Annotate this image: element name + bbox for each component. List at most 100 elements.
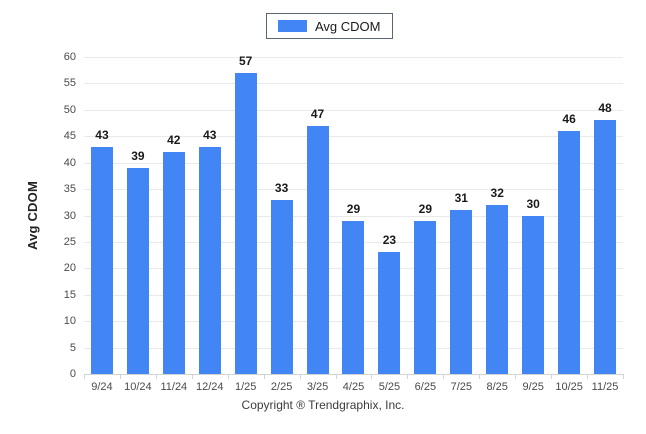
bar-group: 31 (443, 57, 479, 374)
y-axis-tick-label: 35 (63, 183, 76, 196)
x-axis-tick-label: 12/24 (196, 381, 224, 393)
chart-legend[interactable]: Avg CDOM (266, 13, 393, 39)
x-axis-tickmark (336, 374, 337, 379)
bar[interactable] (90, 146, 113, 374)
y-axis-tick-label: 40 (63, 156, 76, 169)
bar-group: 29 (336, 57, 372, 374)
bar[interactable] (234, 72, 257, 374)
bar-value-label: 32 (490, 185, 504, 200)
x-axis-tick-label: 9/24 (91, 381, 113, 393)
x-axis-tickmark (479, 374, 480, 379)
gridline (84, 110, 623, 111)
x-axis-tickmark (515, 374, 516, 379)
gridline (84, 83, 623, 84)
bar-group: 33 (264, 57, 300, 374)
gridline (84, 57, 623, 58)
bar-value-label: 30 (526, 196, 540, 211)
bar-value-label: 29 (418, 201, 433, 216)
bar-value-label: 57 (238, 53, 253, 68)
bar-group: 47 (300, 57, 336, 374)
bar[interactable] (270, 199, 293, 374)
legend-item-label: Avg CDOM (315, 18, 381, 34)
bar[interactable] (378, 252, 401, 374)
x-axis-tickmark (407, 374, 408, 379)
y-axis-tick-label: 45 (63, 130, 76, 143)
y-axis-tick-label: 25 (63, 235, 76, 248)
bar-value-label: 42 (167, 133, 181, 148)
x-axis-tick-label: 10/24 (124, 381, 152, 393)
x-axis-tick-label: 7/25 (450, 381, 473, 393)
x-axis-tickmark (156, 374, 157, 379)
y-axis-tick-label: 50 (63, 103, 76, 116)
x-axis-tick-label: 3/25 (306, 381, 329, 393)
bar[interactable] (522, 215, 545, 374)
x-axis-tickmark (371, 374, 372, 379)
bar[interactable] (198, 146, 221, 374)
x-axis-tickmark (120, 374, 121, 379)
x-axis-tick-label: 5/25 (378, 381, 401, 393)
y-axis-tick-label: 5 (69, 341, 76, 354)
x-axis-tickmarks (84, 374, 624, 380)
bar-value-label: 33 (274, 180, 289, 195)
x-axis-tickmark (551, 374, 552, 379)
y-axis-tick-label: 30 (63, 209, 76, 222)
bar[interactable] (486, 204, 509, 374)
gridline (84, 136, 623, 137)
bar[interactable] (306, 125, 329, 374)
bar-group: 23 (371, 57, 407, 374)
bar[interactable] (414, 220, 437, 374)
bar-group: 57 (228, 53, 264, 374)
bar-group: 46 (551, 57, 587, 374)
bar[interactable] (594, 120, 617, 374)
bar-value-label: 43 (95, 127, 109, 142)
x-axis-tick-label: 9/25 (522, 381, 544, 393)
bar-group: 43 (192, 57, 228, 374)
y-axis-tick-label: 60 (63, 51, 76, 63)
gridline (84, 163, 623, 164)
x-axis-tick-label: 10/25 (555, 381, 583, 393)
y-axis-tick-label: 20 (63, 262, 76, 275)
bar-group: 48 (587, 57, 623, 374)
bar-group: 43 (84, 57, 120, 374)
bar[interactable] (558, 130, 581, 374)
x-axis-tick-label: 2/25 (270, 381, 293, 393)
y-axis-tick-label: 0 (69, 368, 76, 380)
bar[interactable] (342, 220, 365, 374)
bar-value-label: 48 (598, 101, 612, 116)
x-axis-tickmark (264, 374, 265, 379)
bar-series-avg-cdom: 43 39 42 43 57 33 47 29 23 29 31 32 30 46 48 (84, 53, 623, 374)
bar-group: 42 (156, 57, 192, 374)
bar[interactable] (126, 167, 149, 374)
bar-value-label: 39 (131, 148, 145, 163)
x-axis-tick-label: 1/25 (234, 381, 257, 393)
x-axis-tick-label: 8/25 (486, 381, 508, 393)
gridline (84, 189, 623, 190)
bar[interactable] (450, 210, 473, 374)
y-axis-tick-label: 10 (63, 315, 76, 328)
x-axis-tickmark (84, 374, 85, 379)
bar-value-label: 43 (203, 127, 217, 142)
bar-value-label: 23 (382, 233, 397, 248)
bar-group: 39 (120, 57, 156, 374)
x-axis-tickmark (443, 374, 444, 379)
copyright-notice: Copyright ® Trendgraphix, Inc. (241, 398, 405, 412)
bar-value-label: 46 (562, 111, 576, 126)
gridline (84, 216, 623, 217)
y-axis-tick-label: 15 (63, 288, 76, 301)
bar-group: 29 (407, 57, 443, 374)
x-axis-tick-labels: 9/24 10/24 11/24 12/24 1/25 2/25 3/25 4/25 5/25 6… (84, 379, 623, 395)
bar-value-label: 47 (310, 106, 325, 121)
bar-value-label: 29 (346, 201, 361, 216)
bar-group: 32 (479, 57, 515, 374)
bar[interactable] (162, 152, 185, 374)
x-axis-tickmark (192, 374, 193, 379)
bar-group: 30 (515, 57, 551, 374)
bar-value-label: 31 (454, 191, 468, 206)
y-axis-tick-label: 55 (63, 77, 76, 90)
y-axis-title: Avg CDOM (25, 181, 40, 251)
x-axis-tickmark (587, 374, 588, 379)
x-axis-tickmark (228, 374, 229, 379)
x-axis-tick-label: 6/25 (414, 381, 437, 393)
x-axis-tick-label: 11/24 (160, 381, 188, 393)
